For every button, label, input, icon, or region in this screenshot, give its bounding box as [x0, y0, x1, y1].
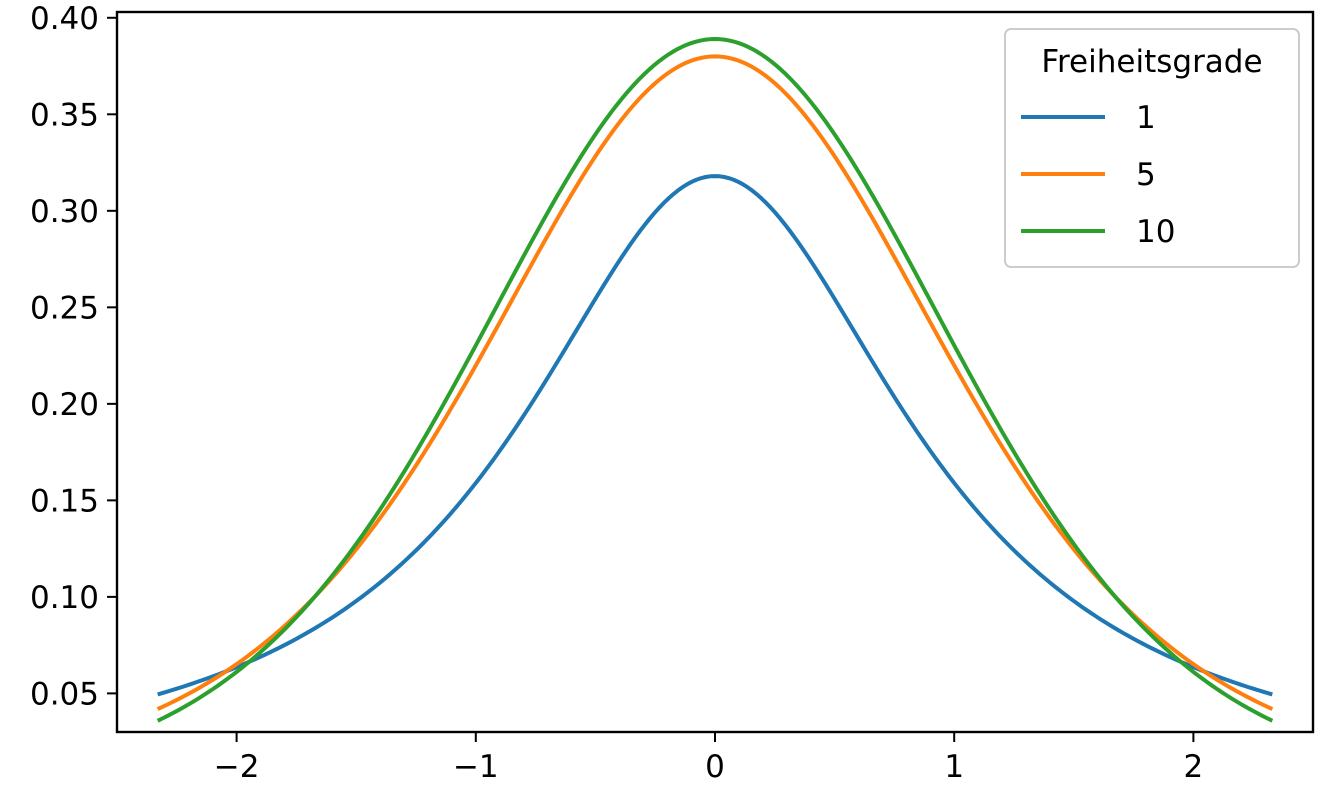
y-tick-label: 0.30 — [30, 194, 99, 230]
x-tick-label: 0 — [705, 749, 725, 785]
series-line-5 — [156, 54, 1274, 711]
x-tick-label: 2 — [1184, 749, 1204, 785]
legend-label-1: 1 — [1136, 100, 1156, 136]
y-tick-label: 0.10 — [30, 580, 99, 616]
series-line-1 — [157, 174, 1273, 697]
y-tick-label: 0.40 — [30, 1, 99, 37]
y-tick-label: 0.25 — [30, 290, 99, 326]
y-tick-label: 0.35 — [30, 97, 99, 133]
x-tick-label: 1 — [944, 749, 964, 785]
legend-label-5: 5 — [1136, 157, 1156, 193]
legend: Freiheitsgrade 1 5 10 — [1004, 28, 1300, 268]
y-tick-label: 0.05 — [30, 676, 99, 712]
x-tick-label: −2 — [214, 749, 260, 785]
y-tick-label: 0.20 — [30, 387, 99, 423]
legend-box — [1004, 28, 1300, 268]
legend-label-10: 10 — [1136, 214, 1175, 250]
series-layer — [156, 37, 1274, 723]
x-tick-label: −1 — [453, 749, 499, 785]
series-line-10 — [156, 37, 1274, 723]
y-tick-label: 0.15 — [30, 483, 99, 519]
legend-title: Freiheitsgrade — [1041, 44, 1262, 80]
axes-layer: −2 −1 0 1 2 0.05 0.10 0.15 0.20 0.25 0.30 0.35 0.40 — [30, 1, 1315, 785]
